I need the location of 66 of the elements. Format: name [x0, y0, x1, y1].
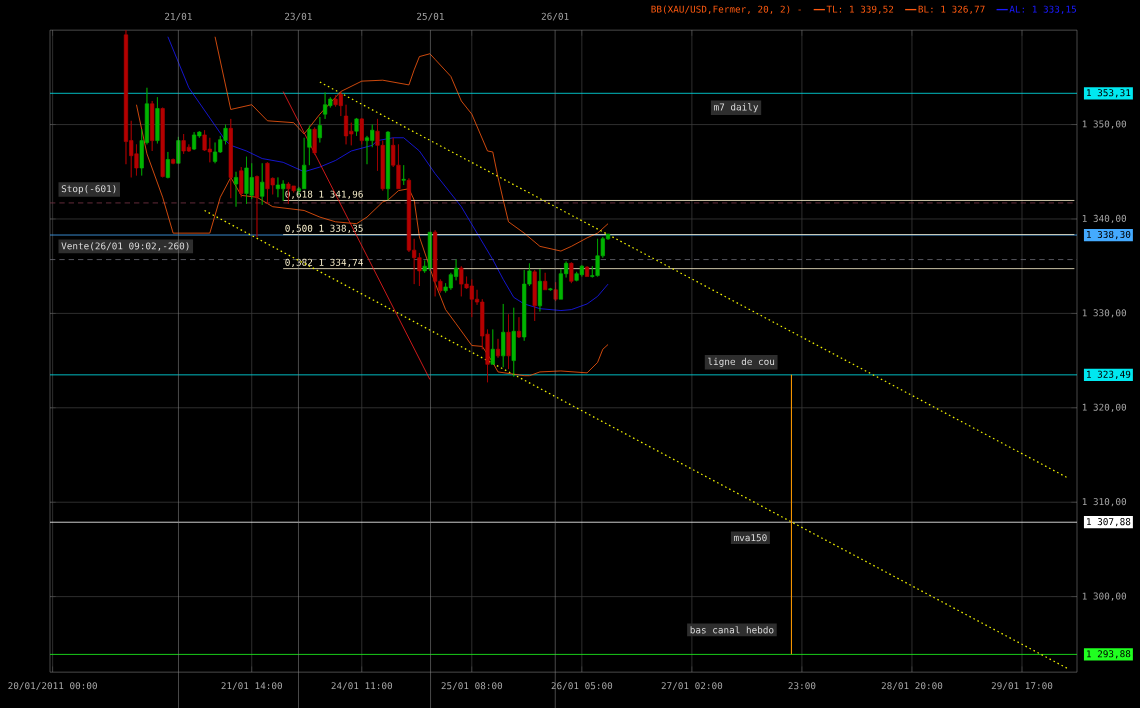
- legend-label: BL: 1 326,77: [918, 5, 985, 14]
- y-tick-label: 1 340,00: [1082, 214, 1127, 224]
- candlestick: [401, 164, 406, 186]
- y-tick-label: 1 300,00: [1082, 592, 1127, 601]
- candlestick: [233, 171, 239, 208]
- x-tick-label: 29/01 17:00: [991, 682, 1053, 690]
- text: 21/01: [165, 12, 192, 21]
- candlestick: [385, 130, 391, 201]
- candlestick: [317, 116, 322, 143]
- candlestick: [228, 118, 233, 199]
- candlestick: [254, 175, 260, 238]
- line-series: [214, 36, 609, 252]
- x-tick-label: 25/01 08:00: [441, 682, 503, 690]
- candlestick: [569, 262, 574, 284]
- y-tick-label: 1 310,00: [1082, 498, 1127, 507]
- series-label: 0,500 1 338,35: [285, 224, 363, 233]
- annotation: ligne de cou: [708, 357, 775, 367]
- x-tick-label: 26/01 05:00: [551, 682, 613, 690]
- candlestick: [537, 268, 542, 312]
- legend-label: TL: 1 339,52: [826, 5, 894, 14]
- ref-line-label: 1 307,88: [1087, 518, 1131, 527]
- x-tick-label: 24/01 11:00: [331, 682, 393, 690]
- candlestick: [165, 151, 170, 179]
- annotation: Stop(-601): [61, 184, 116, 194]
- candlestick: [239, 166, 244, 198]
- candlestick: [260, 162, 265, 206]
- candlestick: [312, 127, 317, 156]
- text: 25/01: [417, 12, 444, 21]
- candlestick: [490, 329, 495, 365]
- x-tick-label: 23:00: [788, 682, 816, 690]
- annotation: bas canal hebdo: [690, 626, 774, 634]
- candlestick: [354, 117, 359, 137]
- candlestick: [543, 272, 548, 291]
- candlestick: [359, 117, 364, 145]
- candlestick: [155, 96, 160, 144]
- x-tick-label: 21/01 14:00: [221, 682, 283, 690]
- candlestick: [585, 265, 590, 277]
- annotation: m7 daily: [714, 103, 759, 113]
- y-tick-label: 1 320,00: [1082, 403, 1127, 412]
- x-tick-label: 27/01 02:00: [661, 682, 723, 690]
- candlestick: [495, 338, 501, 359]
- annotation: Vente(26/01 09:02,-260): [61, 242, 189, 251]
- candlestick: [501, 303, 506, 368]
- legend-label: AL: 1 333,15: [1009, 5, 1076, 14]
- text: 23/01: [285, 12, 312, 21]
- candlestick: [160, 107, 165, 178]
- y-tick-label: 1 350,00: [1082, 120, 1127, 129]
- chart-title: BB(XAU/USD,Fermer, 20, 2) -: [651, 5, 801, 14]
- candlestick: [506, 313, 511, 370]
- candlestick: [516, 316, 522, 339]
- candlestick: [548, 287, 553, 292]
- text: 26/01: [541, 12, 569, 21]
- candlestick: [307, 125, 312, 166]
- candlestick: [511, 307, 516, 377]
- ref-line-label: 1 323,49: [1087, 370, 1131, 379]
- candlestick: [150, 100, 155, 152]
- x-tick-label: 28/01 20:00: [881, 682, 943, 690]
- annotation: mva150: [734, 534, 767, 542]
- ref-line-label: 1 338,30: [1087, 230, 1131, 240]
- ref-line-label: 1 293,88: [1087, 650, 1131, 659]
- x-tick-label: 20/01/2011 00:00: [8, 682, 97, 690]
- candlestick: [171, 158, 176, 165]
- candlestick: [532, 269, 537, 322]
- ref-line-label: 1 353,31: [1087, 89, 1131, 98]
- y-tick-label: 1 330,00: [1082, 309, 1127, 318]
- series-label: 0,382 1 334,74: [285, 258, 363, 268]
